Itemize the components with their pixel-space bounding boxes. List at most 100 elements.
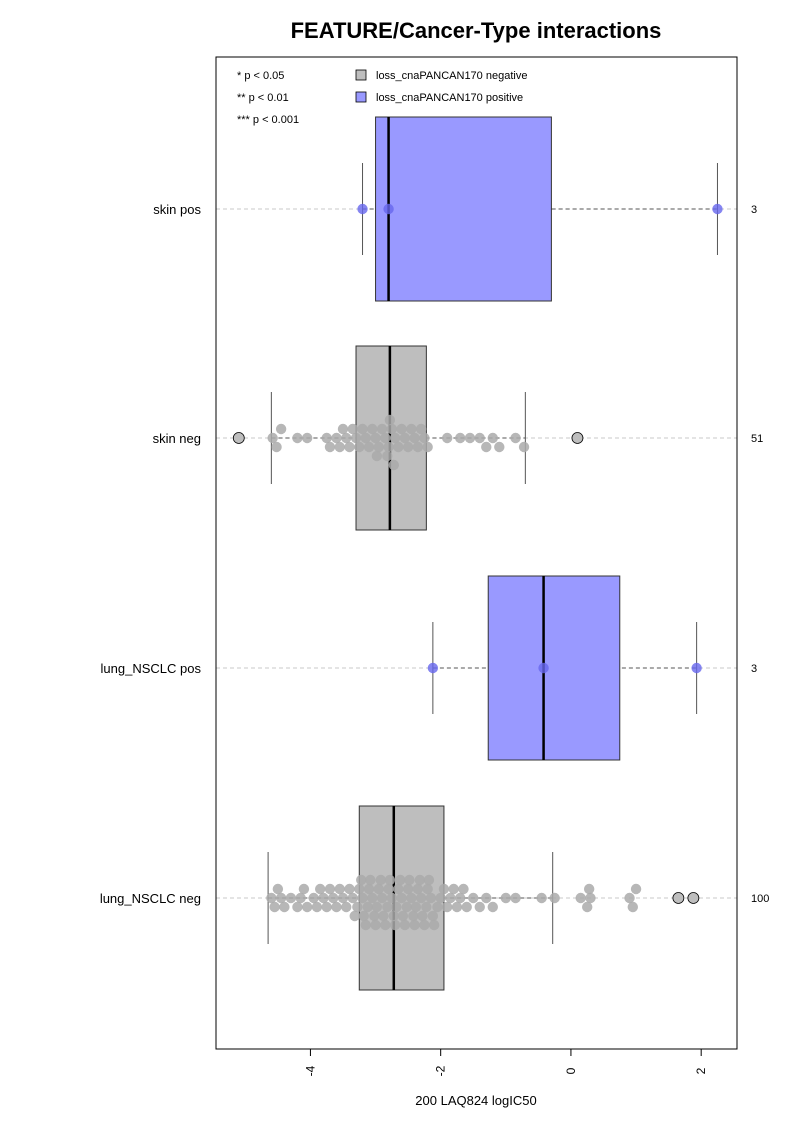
data-point (391, 901, 402, 913)
data-point (538, 662, 549, 674)
box (487, 575, 621, 761)
data-point (311, 901, 323, 913)
data-point (354, 883, 365, 895)
data-point (481, 441, 492, 453)
data-point (349, 910, 360, 922)
data-point (378, 910, 389, 922)
data-point (384, 414, 396, 426)
legend-label: loss_cnaPANCAN170 positive (376, 92, 523, 104)
data-point (365, 874, 376, 886)
data-point (370, 432, 381, 444)
data-point (435, 892, 446, 904)
data-point (373, 441, 385, 453)
data-point (328, 892, 339, 904)
data-point (266, 892, 277, 904)
data-point (393, 441, 404, 453)
data-point (393, 883, 404, 895)
data-point (272, 883, 284, 895)
data-point (382, 450, 393, 462)
data-point (448, 883, 459, 895)
data-point (474, 901, 485, 913)
data-point (367, 423, 378, 435)
data-point (357, 892, 368, 904)
data-point (481, 892, 492, 904)
data-point (549, 892, 560, 904)
data-point (344, 883, 355, 895)
row-label: skin pos (153, 202, 201, 217)
data-point (358, 910, 370, 922)
data-point (419, 919, 430, 931)
data-point (341, 901, 352, 913)
data-point (395, 874, 406, 886)
plot-area: * p < 0.05 ** p < 0.01 *** p < 0.001 loss_c… (100, 69, 769, 1076)
data-point (324, 883, 336, 895)
data-point (292, 901, 303, 913)
legend-swatch (355, 91, 367, 103)
data-point (331, 432, 342, 444)
data-point (331, 901, 342, 913)
data-point (292, 432, 303, 444)
data-point (352, 901, 363, 913)
data-point (712, 203, 723, 215)
data-point (301, 432, 313, 444)
data-point (582, 901, 593, 913)
row-label: lung_NSCLC neg (100, 891, 201, 906)
data-point (321, 432, 332, 444)
data-point (406, 892, 417, 904)
x-axis-label: 200 LAQ824 logIC50 (415, 1093, 536, 1108)
data-point (487, 901, 498, 913)
data-point (399, 919, 411, 931)
data-point (318, 892, 329, 904)
data-point (406, 423, 417, 435)
data-point (630, 883, 642, 895)
data-point (455, 892, 466, 904)
data-point (367, 892, 378, 904)
data-point (341, 432, 352, 444)
data-point (350, 432, 362, 444)
data-point (423, 874, 435, 886)
data-point (344, 441, 355, 453)
data-point (308, 892, 319, 904)
data-point (409, 432, 420, 444)
data-point (432, 901, 443, 913)
outlier-point (672, 892, 685, 904)
data-point (386, 892, 398, 904)
data-point (417, 910, 428, 922)
data-point (370, 919, 381, 931)
data-point (474, 432, 485, 444)
data-point (510, 432, 521, 444)
significance-legend-item: * p < 0.05 (237, 70, 284, 82)
data-point (438, 883, 450, 895)
x-tick-label: -2 (434, 1065, 448, 1076)
outlier-point (687, 892, 700, 904)
data-point (362, 901, 373, 913)
data-point (575, 892, 586, 904)
data-point (408, 910, 419, 922)
data-point (383, 441, 394, 453)
data-point (518, 441, 530, 453)
data-point (412, 883, 424, 895)
data-point (269, 901, 280, 913)
data-point (334, 441, 345, 453)
data-point (271, 441, 282, 453)
box (375, 116, 552, 302)
row-count: 3 (751, 663, 757, 675)
data-point (337, 423, 349, 435)
data-point (279, 901, 290, 913)
data-point (425, 892, 437, 904)
data-point (376, 423, 388, 435)
data-point (399, 432, 411, 444)
data-point (441, 901, 453, 913)
data-point (315, 883, 326, 895)
legend-swatch (355, 69, 367, 81)
x-tick-label: -4 (303, 1065, 317, 1076)
data-point (396, 423, 407, 435)
outlier-point (571, 432, 584, 444)
data-point (397, 910, 409, 922)
data-point (445, 892, 456, 904)
data-point (360, 919, 371, 931)
data-point (427, 662, 439, 674)
data-point (402, 441, 414, 453)
data-point (401, 901, 413, 913)
